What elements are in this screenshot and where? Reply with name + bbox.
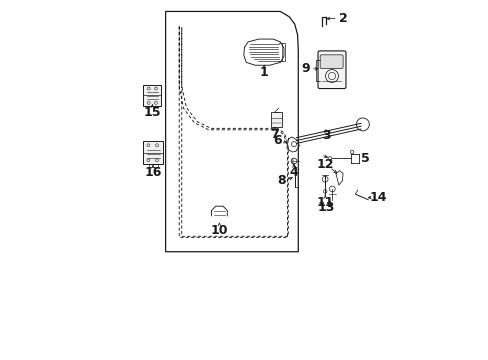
Text: 14: 14 — [369, 191, 386, 204]
Text: 15: 15 — [143, 106, 161, 119]
FancyBboxPatch shape — [320, 55, 343, 68]
Text: 9: 9 — [301, 62, 309, 75]
Bar — [271, 112, 282, 127]
FancyBboxPatch shape — [317, 51, 346, 89]
Text: 8: 8 — [276, 174, 285, 186]
Text: 6: 6 — [272, 134, 281, 147]
Text: 10: 10 — [210, 224, 228, 238]
Text: 5: 5 — [360, 152, 368, 165]
Text: 2: 2 — [338, 12, 347, 25]
Text: 12: 12 — [316, 158, 333, 171]
Text: 11: 11 — [316, 196, 333, 209]
Text: 3: 3 — [322, 129, 330, 142]
Bar — [143, 140, 163, 164]
Text: 1: 1 — [259, 66, 268, 79]
Text: 7: 7 — [270, 127, 279, 141]
Text: 4: 4 — [289, 166, 298, 179]
Text: 13: 13 — [317, 201, 334, 214]
Bar — [143, 85, 161, 107]
Text: 16: 16 — [144, 166, 162, 179]
